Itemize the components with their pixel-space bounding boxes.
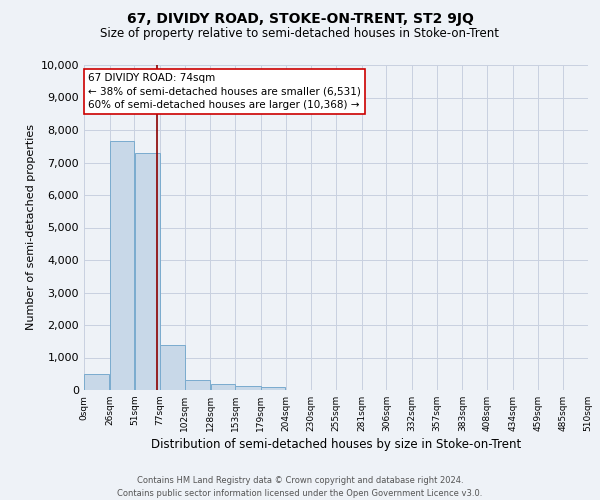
Bar (84, 374, 109, 390)
Y-axis label: Number of semi-detached properties: Number of semi-detached properties (26, 124, 37, 330)
Text: 67 DIVIDY ROAD: 74sqm
← 38% of semi-detached houses are smaller (6,531)
60% of s: 67 DIVIDY ROAD: 74sqm ← 38% of semi-deta… (88, 73, 361, 110)
Text: Contains HM Land Registry data © Crown copyright and database right 2024.
Contai: Contains HM Land Registry data © Crown c… (118, 476, 482, 498)
Text: 67, DIVIDY ROAD, STOKE-ON-TRENT, ST2 9JQ: 67, DIVIDY ROAD, STOKE-ON-TRENT, ST2 9JQ (127, 12, 473, 26)
Bar (261, 387, 286, 390)
Bar (160, 346, 185, 390)
Text: Size of property relative to semi-detached houses in Stoke-on-Trent: Size of property relative to semi-detach… (101, 28, 499, 40)
X-axis label: Distribution of semi-detached houses by size in Stoke-on-Trent: Distribution of semi-detached houses by … (151, 438, 521, 451)
Bar (235, 386, 260, 390)
Bar (134, 154, 160, 390)
Bar (211, 384, 235, 390)
Bar (110, 142, 134, 390)
Bar (185, 380, 210, 390)
